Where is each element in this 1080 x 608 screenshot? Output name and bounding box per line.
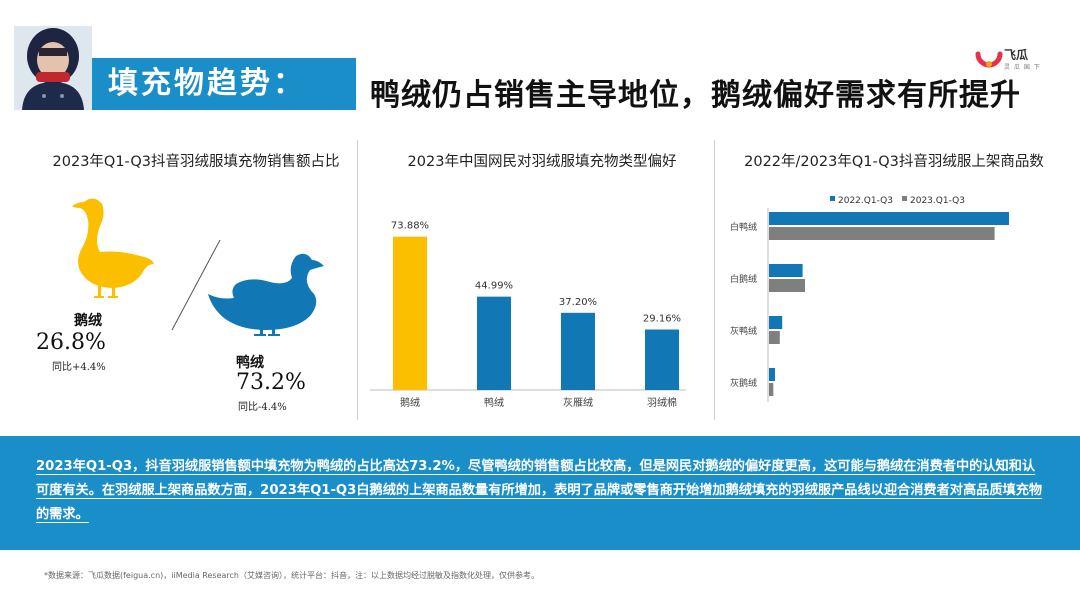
category-label: 鹅绒: [400, 396, 420, 409]
category-label: 灰鸭绒: [730, 325, 757, 337]
legend-label: 2022.Q1-Q3: [838, 196, 893, 206]
category-label: 灰鹅绒: [730, 377, 757, 389]
goose-icon: [72, 198, 154, 298]
feigua-logo: [974, 44, 1054, 78]
summary-text: 2023年Q1-Q3，抖音羽绒服销售额中填充物为鸭绒的占比高达73.2%，尽管鸭…: [36, 459, 1043, 522]
category-label: 白鸭绒: [730, 221, 757, 233]
logo-name: 飞瓜: [1004, 48, 1029, 62]
panel1-title: 2023年Q1-Q3抖音羽绒服填充物销售额占比: [52, 154, 340, 170]
goose-duck-illustration: [72, 198, 324, 336]
legend-label: 2023.Q1-Q3: [910, 196, 965, 206]
goose-label: 鹅绒: [74, 313, 102, 329]
hbar-1-1: [769, 279, 805, 292]
category-label: 灰雁绒: [563, 396, 593, 409]
bar-value-label: 29.16%: [643, 313, 681, 324]
bar-value-label: 44.99%: [475, 281, 513, 292]
divider-line: [171, 239, 221, 331]
bar-3: [645, 329, 679, 390]
hbar-0-0: [769, 212, 1009, 225]
panel-separator-1: [357, 140, 358, 420]
bar-1: [477, 296, 511, 390]
hbar-1-0: [769, 264, 803, 277]
duck-icon: [208, 253, 324, 336]
hbar-2-0: [769, 316, 783, 329]
bar-2: [561, 312, 595, 390]
goose-yoy: 同比+4.4%: [52, 362, 106, 373]
category-label: 鸭绒: [484, 396, 504, 409]
bar-value-label: 73.88%: [391, 221, 429, 232]
footnote: *数据来源：飞瓜数据(feigua.cn)，iiMedia Research（艾…: [44, 571, 539, 580]
hbar-2-1: [769, 331, 780, 344]
model-photo: [14, 26, 92, 110]
panel2-title: 2023年中国网民对羽绒服填充物类型偏好: [407, 154, 677, 170]
hbar-0-1: [769, 227, 995, 240]
hbar-3-1: [769, 383, 774, 396]
duck-yoy: 同比-4.4%: [238, 402, 287, 413]
bar-value-label: 37.20%: [559, 297, 597, 308]
bar-0: [393, 236, 427, 390]
duck-value: 73.2%: [236, 370, 306, 395]
hbar-3-0: [769, 368, 775, 381]
legend-swatch: [830, 196, 835, 201]
headline: 鸭绒仍占销售主导地位，鹅绒偏好需求有所提升: [370, 78, 1021, 113]
preference-bar-chart: 73.88% 鹅绒 44.99% 鸭绒 37.20% 灰雁绒 29.16% 羽绒棉: [370, 221, 686, 409]
panel-separator-2: [714, 140, 715, 420]
logo-subtitle: 灵 瓜 国 下: [1004, 64, 1041, 71]
category-label: 白鹅绒: [730, 273, 757, 285]
legend-swatch: [902, 196, 907, 201]
duck-label: 鸭绒: [236, 355, 264, 371]
category-label: 羽绒棉: [647, 396, 677, 409]
panel3-title: 2022年/2023年Q1-Q3抖音羽绒服上架商品数: [744, 154, 1044, 170]
summary-band: [0, 436, 1080, 550]
section-title: 填充物趋势：: [108, 66, 306, 101]
goose-value: 26.8%: [36, 330, 106, 355]
